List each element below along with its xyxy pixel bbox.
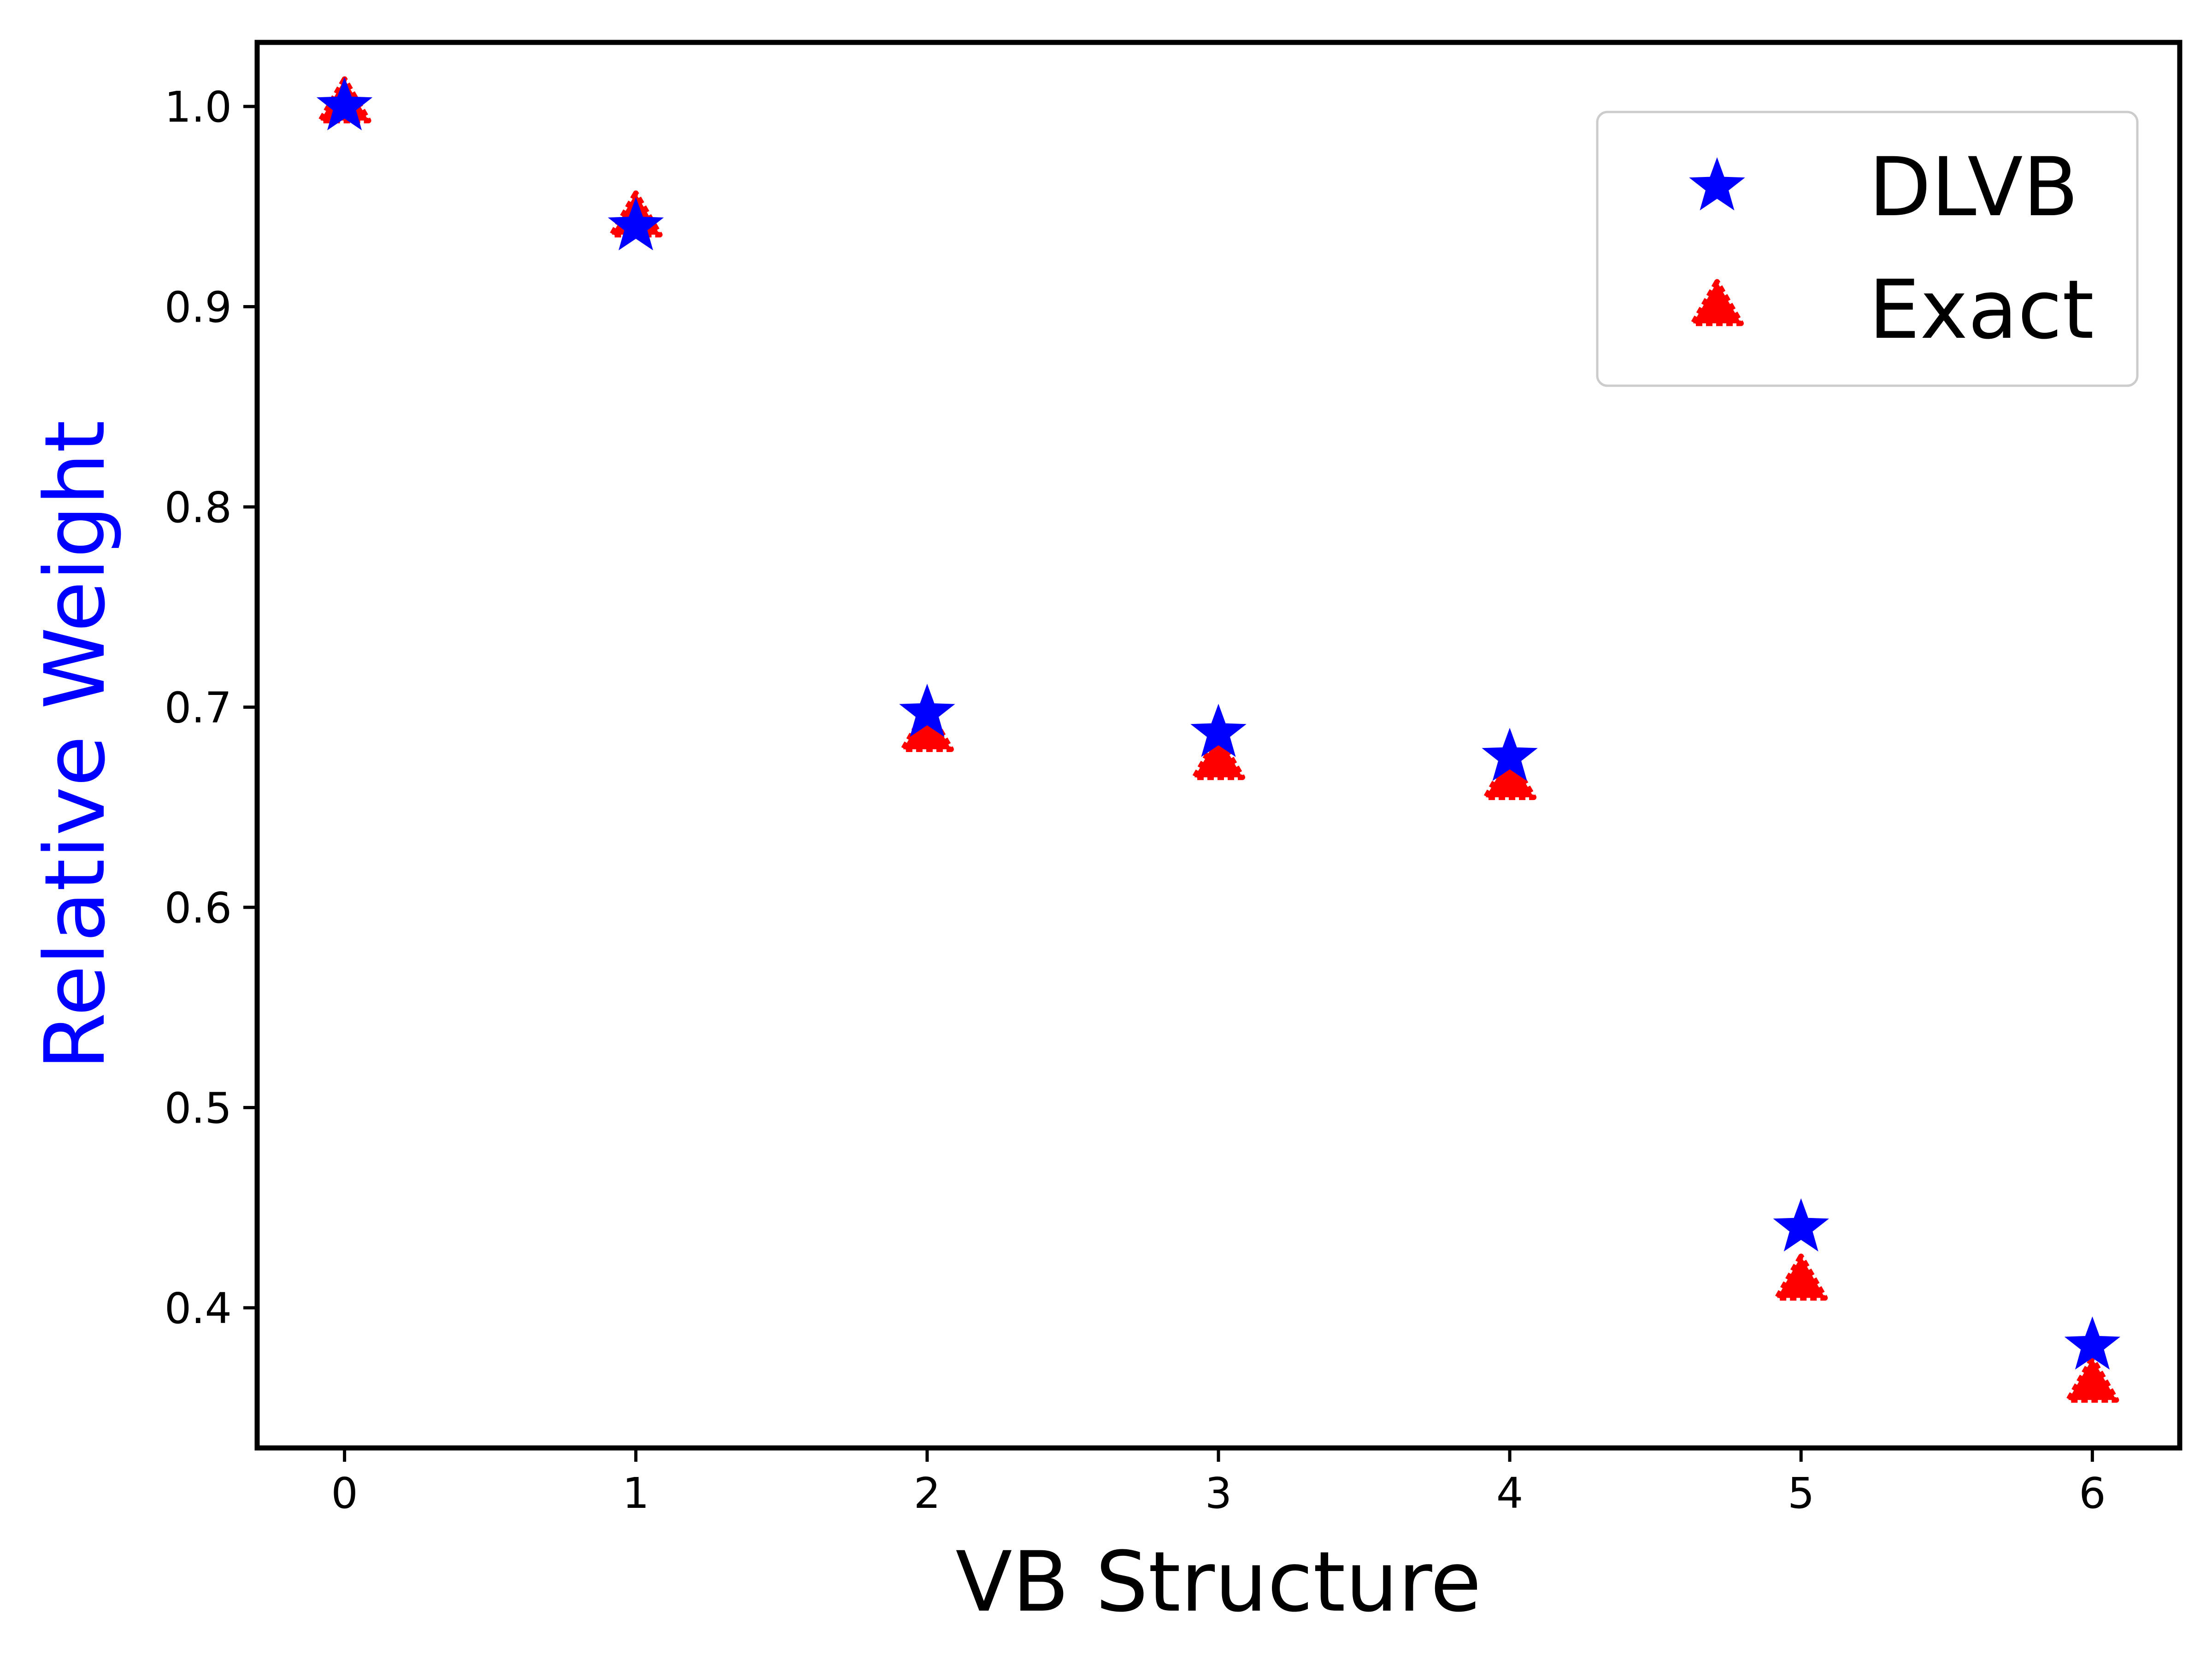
star-point [2064,1316,2121,1370]
y-tick-label: 0.5 [165,1083,232,1133]
triangle-point [1192,733,1245,780]
star-point [1190,704,1247,757]
star-point [316,77,373,130]
x-tick-label: 1 [622,1469,649,1518]
x-axis-ticks: 0 1 2 3 4 5 6 [331,1448,2106,1518]
x-tick-label: 6 [2079,1469,2106,1518]
x-tick-label: 5 [1788,1469,1815,1518]
data-points [316,76,2121,1403]
star-point [899,683,955,737]
y-tick-label: 0.7 [165,683,232,732]
legend-star-marker [1689,157,1745,211]
y-axis-label: Relative Weight [27,420,124,1070]
legend: DLVB Exact [1596,111,2139,387]
legend-triangle-marker [1690,279,1744,326]
y-tick-label: 1.0 [165,82,232,132]
legend-label: DLVB [1869,140,2078,235]
triangle-point [1774,1253,1828,1301]
triangle-point [2065,1355,2119,1403]
y-axis-ticks: 0.4 0.5 0.6 0.7 0.8 0.9 1.0 [165,82,257,1333]
y-tick-label: 0.9 [165,283,232,332]
series-dlvb [316,77,2121,1370]
star-point [1482,728,1538,781]
x-tick-label: 0 [331,1469,358,1518]
y-tick-label: 0.4 [165,1284,232,1333]
legend-label: Exact [1869,263,2094,357]
x-tick-label: 2 [914,1469,941,1518]
x-tick-label: 4 [1496,1469,1524,1518]
y-tick-label: 0.6 [165,883,232,933]
x-tick-label: 3 [1205,1469,1232,1518]
star-point [1773,1198,1829,1252]
star-point [608,197,664,251]
y-tick-label: 0.8 [165,483,232,532]
x-axis-label: VB Structure [955,1534,1481,1630]
